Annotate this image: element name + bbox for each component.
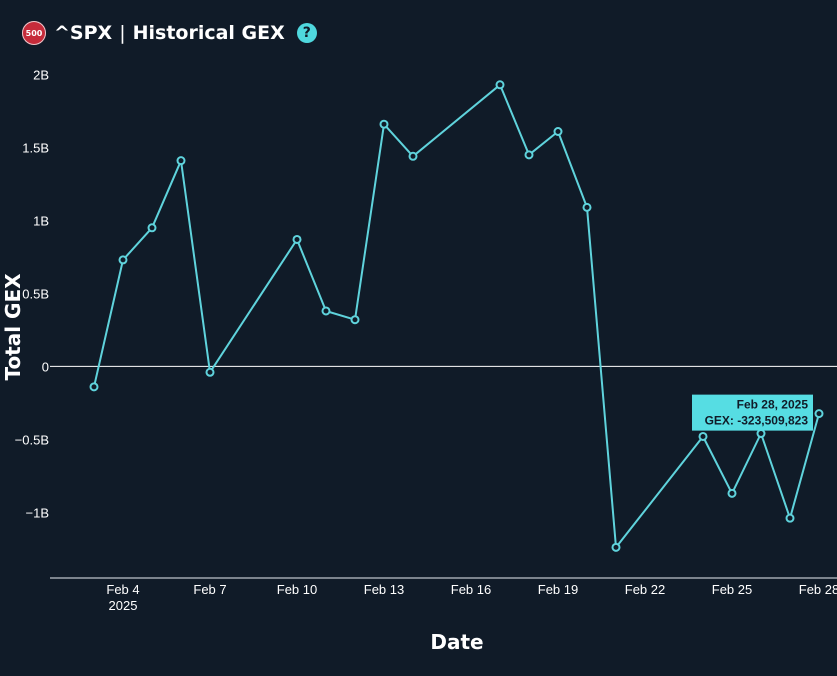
data-point[interactable] xyxy=(495,80,505,90)
x-tick-label: Feb 7 xyxy=(193,582,226,597)
data-point[interactable] xyxy=(89,382,99,392)
ticker-label: ^SPX xyxy=(54,22,113,44)
y-tick-label: 1B xyxy=(33,214,49,229)
data-point[interactable] xyxy=(205,367,215,377)
sp500-badge-icon: 500 xyxy=(22,21,46,45)
hover-tooltip: Feb 28, 2025 GEX: -323,509,823 xyxy=(692,394,813,431)
chart-title: Historical GEX xyxy=(132,22,285,44)
chart-header: 500 ^SPX | Historical GEX ? xyxy=(22,18,317,48)
data-point[interactable] xyxy=(698,431,708,441)
x-tick-sublabel: 2025 xyxy=(109,598,138,613)
y-tick-label: 0.5B xyxy=(22,286,49,301)
title-separator: | xyxy=(119,22,126,44)
x-tick-label: Feb 4 xyxy=(106,582,139,597)
y-tick-label: 1.5B xyxy=(22,141,49,156)
data-point[interactable] xyxy=(611,542,621,552)
y-axis-title: Total GEX xyxy=(1,273,25,381)
data-point[interactable] xyxy=(785,513,795,523)
data-point[interactable] xyxy=(379,119,389,129)
x-tick-label: Feb 22 xyxy=(625,582,665,597)
x-tick-label: Feb 10 xyxy=(277,582,317,597)
data-point[interactable] xyxy=(553,126,563,136)
y-tick-label: −1B xyxy=(26,505,50,520)
y-tick-label: 2B xyxy=(33,68,49,83)
data-point[interactable] xyxy=(524,150,534,160)
data-point[interactable] xyxy=(408,151,418,161)
data-point[interactable] xyxy=(118,255,128,265)
y-tick-label: −0.5B xyxy=(15,432,49,447)
x-tick-label: Feb 28 xyxy=(799,582,837,597)
data-point[interactable] xyxy=(727,488,737,498)
y-axis-ticks: 2B 1.5B 1B 0.5B 0 −0.5B −1B xyxy=(15,68,49,521)
data-point[interactable] xyxy=(321,306,331,316)
data-point[interactable] xyxy=(292,234,302,244)
y-tick-label: 0 xyxy=(42,359,49,374)
x-tick-label: Feb 19 xyxy=(538,582,578,597)
data-point[interactable] xyxy=(350,315,360,325)
tooltip-value: GEX: -323,509,823 xyxy=(705,414,809,428)
data-point[interactable] xyxy=(176,156,186,166)
x-tick-label: Feb 25 xyxy=(712,582,752,597)
data-point[interactable] xyxy=(814,409,824,419)
x-tick-label: Feb 16 xyxy=(451,582,491,597)
data-markers xyxy=(89,80,824,552)
x-axis-title: Date xyxy=(430,630,483,654)
tooltip-box xyxy=(692,394,813,431)
help-icon[interactable]: ? xyxy=(296,23,317,43)
data-point[interactable] xyxy=(582,202,592,212)
tooltip-date: Feb 28, 2025 xyxy=(737,398,809,412)
series-line xyxy=(93,83,820,549)
data-point[interactable] xyxy=(756,429,766,439)
x-tick-label: Feb 13 xyxy=(364,582,404,597)
data-point[interactable] xyxy=(147,223,157,233)
